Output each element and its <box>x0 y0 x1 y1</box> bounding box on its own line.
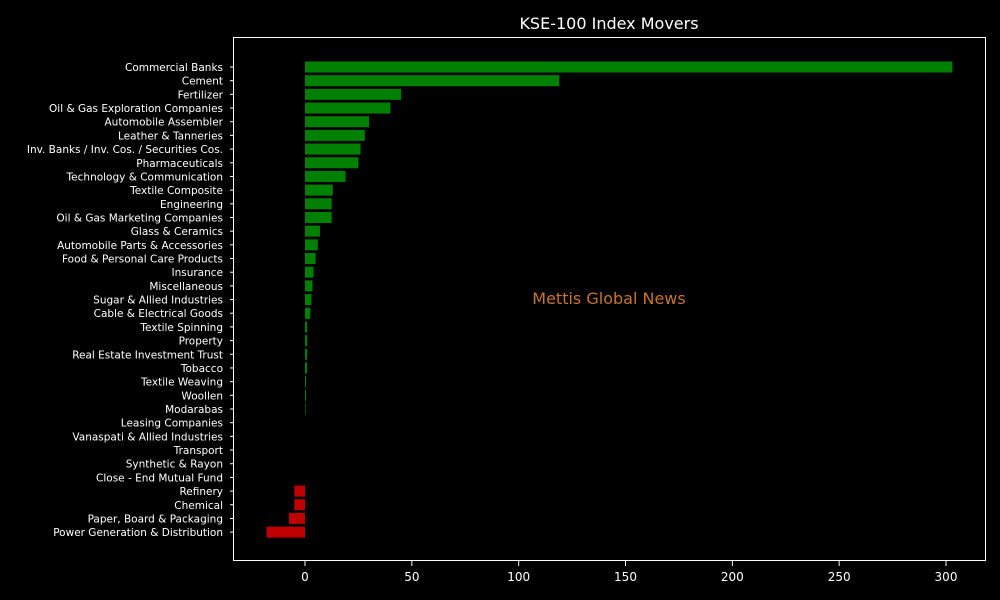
category-label: Cement <box>182 76 223 88</box>
category-label: Power Generation & Distribution <box>53 527 223 539</box>
category-label: Transport <box>173 445 223 457</box>
category-label: Textile Spinning <box>139 322 223 334</box>
bar <box>305 75 560 87</box>
category-label: Glass & Ceramics <box>131 226 223 238</box>
category-label: Tobacco <box>180 363 223 375</box>
x-axis-ticks: 0 50 100 150 200 250 300 <box>301 561 957 584</box>
bar <box>288 512 305 524</box>
bar <box>305 184 333 196</box>
category-label: Leather & Tanneries <box>118 130 223 142</box>
bar <box>305 266 314 278</box>
watermark-text: Mettis Global News <box>532 289 685 308</box>
x-tick-label: 200 <box>721 570 744 584</box>
category-label: Chemical <box>174 500 223 512</box>
category-label: Pharmaceuticals <box>136 158 223 170</box>
category-label: Property <box>179 336 223 348</box>
bar <box>305 362 308 374</box>
plot-area <box>233 37 986 561</box>
category-label: Food & Personal Care Products <box>62 254 223 266</box>
bar <box>305 157 359 169</box>
bar <box>305 61 953 73</box>
bar <box>305 102 391 114</box>
bars-group <box>266 61 953 538</box>
category-label: Oil & Gas Marketing Companies <box>56 212 223 224</box>
x-tick-label: 300 <box>935 570 958 584</box>
bar <box>294 485 305 497</box>
x-tick-label: 100 <box>507 570 530 584</box>
bar <box>305 335 308 347</box>
category-label: Technology & Communication <box>66 171 223 183</box>
x-tick-label: 150 <box>614 570 637 584</box>
bar <box>305 129 365 141</box>
bar <box>305 307 311 319</box>
bar <box>305 403 306 415</box>
chart-title: KSE-100 Index Movers <box>519 14 698 33</box>
bar <box>305 389 307 401</box>
category-label: Modarabas <box>165 404 223 416</box>
bar <box>305 280 313 292</box>
bar <box>305 225 320 237</box>
bar <box>305 198 332 210</box>
bar <box>305 170 346 182</box>
category-label: Vanaspati & Allied Industries <box>72 431 223 443</box>
x-tick-label: 50 <box>404 570 419 584</box>
category-label: Leasing Companies <box>121 418 223 430</box>
bar <box>305 348 308 360</box>
category-label: Paper, Board & Packaging <box>88 513 223 525</box>
bar <box>305 88 402 100</box>
bar <box>294 499 305 511</box>
bar <box>305 239 318 251</box>
bar <box>305 294 312 306</box>
x-tick-label: 250 <box>828 570 851 584</box>
category-label: Cable & Electrical Goods <box>94 308 223 320</box>
category-label: Sugar & Allied Industries <box>93 295 223 307</box>
category-label: Insurance <box>171 267 223 279</box>
category-label: Refinery <box>179 486 223 498</box>
bar <box>305 116 370 128</box>
category-label: Commercial Banks <box>125 62 223 74</box>
bar <box>305 253 316 265</box>
category-label: Fertilizer <box>178 89 224 101</box>
bar <box>305 143 361 155</box>
category-label: Synthetic & Rayon <box>126 459 223 471</box>
bar <box>305 211 332 223</box>
category-label: Miscellaneous <box>149 281 223 293</box>
category-label: Woollen <box>181 390 223 402</box>
category-label: Textile Composite <box>129 185 223 197</box>
x-tick-label: 0 <box>301 570 309 584</box>
category-label: Inv. Banks / Inv. Cos. / Securities Cos. <box>27 144 223 156</box>
category-label: Engineering <box>160 199 223 211</box>
category-label: Automobile Parts & Accessories <box>57 240 223 252</box>
category-label: Automobile Assembler <box>105 117 224 129</box>
bar <box>266 526 305 538</box>
bar <box>305 321 308 333</box>
category-label: Textile Weaving <box>140 377 223 389</box>
category-label: Oil & Gas Exploration Companies <box>49 103 223 115</box>
category-label: Close - End Mutual Fund <box>96 472 223 484</box>
bar <box>305 376 307 388</box>
category-label: Real Estate Investment Trust <box>72 349 223 361</box>
